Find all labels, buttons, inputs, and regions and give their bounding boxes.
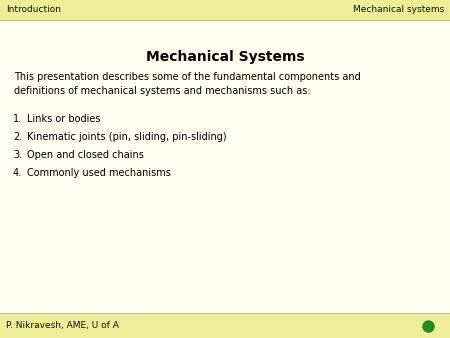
Text: Links or bodies: Links or bodies [27, 114, 100, 124]
Text: Commonly used mechanisms: Commonly used mechanisms [27, 168, 171, 178]
Text: 4.: 4. [13, 168, 22, 178]
Text: Mechanical systems: Mechanical systems [353, 5, 444, 15]
Text: P. Nikravesh, AME, U of A: P. Nikravesh, AME, U of A [6, 321, 119, 330]
Text: Kinematic joints (pin, sliding, pin-sliding): Kinematic joints (pin, sliding, pin-slid… [27, 132, 227, 142]
Text: Open and closed chains: Open and closed chains [27, 150, 144, 160]
Text: 2.: 2. [13, 132, 22, 142]
Text: This presentation describes some of the fundamental components and
definitions o: This presentation describes some of the … [14, 72, 361, 96]
Text: 3.: 3. [13, 150, 22, 160]
FancyBboxPatch shape [0, 0, 450, 20]
Text: 1.: 1. [13, 114, 22, 124]
Text: Mechanical Systems: Mechanical Systems [146, 50, 304, 64]
FancyBboxPatch shape [0, 313, 450, 338]
Text: Introduction: Introduction [6, 5, 61, 15]
